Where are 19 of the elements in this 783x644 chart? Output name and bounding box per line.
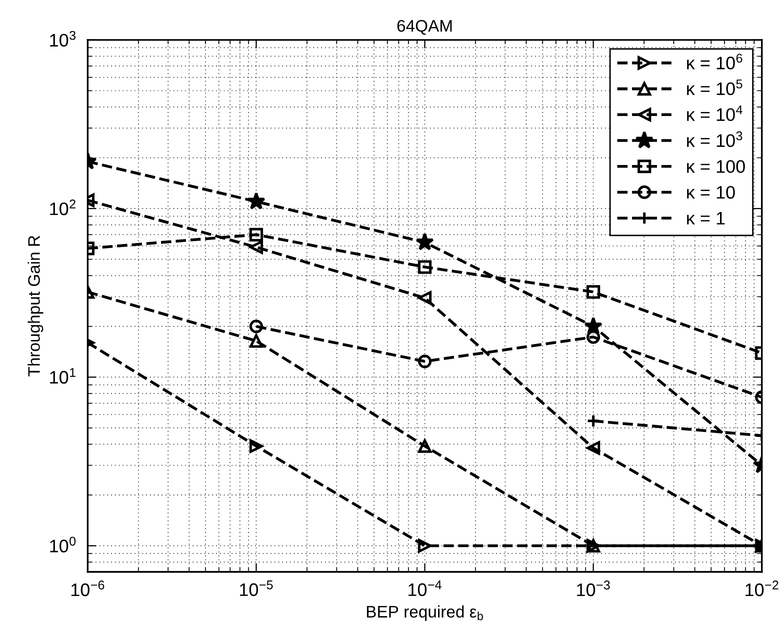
y-tick-label: 10$^{0}$ bbox=[50, 536, 76, 552]
y-tick-label: 10$^{1}$ bbox=[50, 368, 76, 384]
legend-label: κ = 1 bbox=[687, 212, 725, 224]
legend-label: κ = 100 bbox=[687, 160, 745, 173]
x-tick-label: 10$^{−5}$ bbox=[240, 580, 273, 596]
legend-label: κ = 10$^{5}$ bbox=[687, 80, 742, 96]
legend-label: κ = 10$^{4}$ bbox=[687, 105, 742, 122]
x-tick-label: 10$^{−3}$ bbox=[577, 580, 610, 596]
y-tick-label: 10$^{2}$ bbox=[50, 200, 76, 216]
x-tick-label: 10$^{−4}$ bbox=[408, 580, 442, 596]
legend-label: κ = 10 bbox=[687, 186, 735, 199]
legend-label: κ = 10$^{6}$ bbox=[687, 54, 742, 70]
x-tick-label: 10$^{−6}$ bbox=[71, 580, 104, 596]
legend-label: κ = 10$^{3}$ bbox=[687, 131, 742, 147]
y-axis-title: Throughput Gain R bbox=[28, 236, 44, 376]
chart-title: 64QAM bbox=[397, 20, 452, 35]
y-tick-label: 10$^{3}$ bbox=[50, 30, 76, 47]
x-tick-label: 10$^{−2}$ bbox=[746, 580, 778, 596]
x-axis-title: BEP required ε$_{b}$ bbox=[366, 605, 483, 621]
